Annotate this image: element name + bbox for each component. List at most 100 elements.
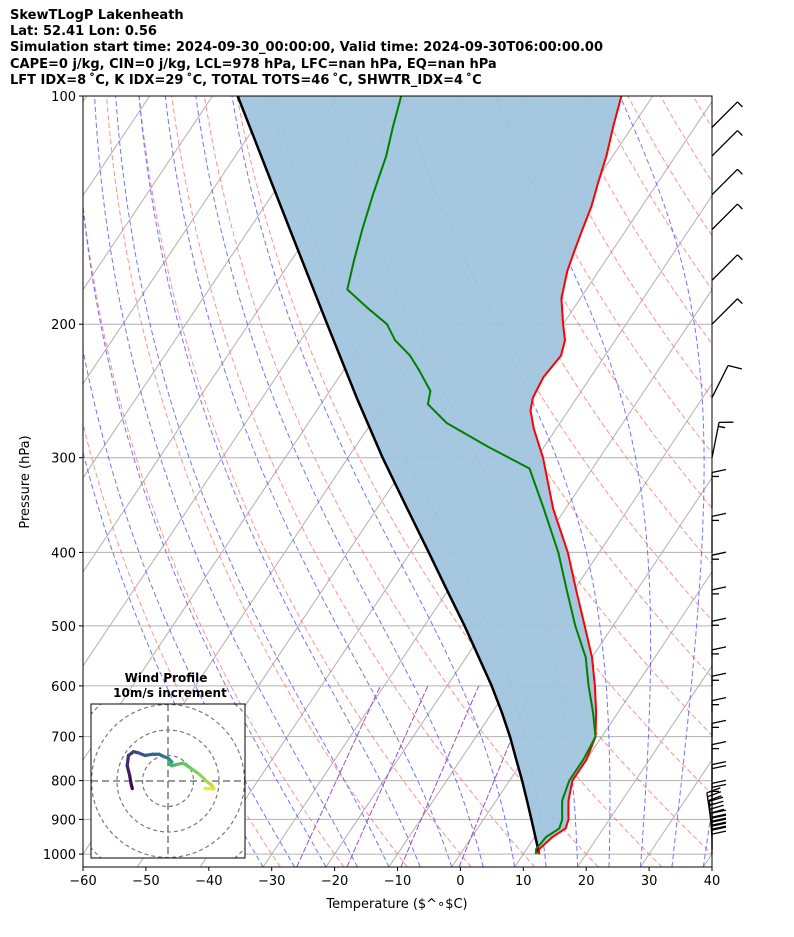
wind-barb-shaft — [711, 130, 738, 157]
wind-barb-shaft — [711, 203, 738, 230]
isotherm-line — [388, 382, 712, 867]
x-tick-label: 30 — [641, 874, 658, 889]
wind-barb — [711, 512, 727, 553]
wind-barb — [711, 719, 727, 760]
hodograph: Wind Profile 10m/s increment — [90, 671, 246, 859]
y-tick-label: 700 — [51, 731, 76, 746]
wind-barb-flag — [711, 822, 727, 827]
wind-barb — [706, 787, 722, 829]
wind-barb-flag — [711, 830, 727, 835]
moist-adiabat-line — [94, 96, 358, 867]
moist-adiabat-line — [702, 804, 712, 867]
wind-barb-flag — [711, 814, 727, 819]
wind-barb-flag — [711, 617, 727, 622]
wind-barb-flag — [711, 760, 727, 766]
dry-adiabat-line — [399, 96, 712, 621]
wind-barb — [711, 697, 727, 737]
dry-adiabat-line — [758, 96, 794, 867]
dry-adiabat-line — [562, 96, 712, 345]
header-station: SkewTLogP Lakenheath — [10, 8, 184, 23]
wind-barb-half-flag — [736, 130, 743, 136]
dry-adiabat-line — [627, 96, 712, 237]
wind-barb — [711, 672, 727, 713]
isotherm-line — [83, 96, 339, 479]
wind-barb-flag — [706, 787, 721, 794]
wind-barb-flag — [711, 697, 727, 702]
dry-adiabat-line — [464, 96, 712, 509]
y-tick-label: 500 — [51, 620, 76, 635]
mixing-ratio-line — [400, 685, 480, 867]
dry-adiabat-line — [106, 96, 408, 867]
y-tick-label: 100 — [51, 90, 76, 105]
temperature-profile-line — [529, 96, 623, 855]
hodograph-segment — [125, 764, 132, 778]
parcel-profile-line — [236, 96, 541, 855]
y-tick-label: 900 — [51, 813, 76, 828]
wind-barb-shaft — [711, 422, 720, 458]
isotherm-line — [325, 288, 712, 867]
y-axis-label: Pressure (hPa) — [18, 435, 33, 528]
moist-adiabat-line — [619, 96, 705, 867]
isotherm-line — [514, 570, 712, 867]
mixing-ratio-line — [346, 685, 429, 867]
header-indices-2: LFT IDX=8 ˚C, K IDX=29 ˚C, TOTAL TOTS=46… — [10, 72, 482, 88]
wind-barb-shaft — [706, 792, 713, 829]
dry-adiabat-line — [594, 96, 712, 291]
wind-barb-flag — [711, 818, 727, 823]
wind-barb-flag — [711, 719, 727, 725]
y-tick-label: 200 — [51, 318, 76, 333]
y-tick-label: 1000 — [43, 848, 76, 863]
wind-barb-flag — [711, 817, 727, 822]
wind-barb — [711, 468, 727, 509]
dry-adiabat-line — [726, 96, 794, 867]
y-tick-label: 600 — [51, 680, 76, 695]
y-tick-label: 800 — [51, 775, 76, 790]
wind-barb-half-flag — [736, 298, 743, 305]
x-tick-label: −30 — [258, 874, 285, 889]
moist-adiabat-line — [164, 96, 453, 867]
isotherm-line — [577, 665, 712, 867]
wind-barb-half-flag — [718, 425, 726, 429]
wind-barb — [711, 254, 743, 281]
dry-adiabat-line — [83, 422, 281, 867]
wind-barb-flag — [711, 646, 727, 651]
wind-barb-shaft — [711, 298, 738, 325]
wind-barb-flag — [711, 821, 727, 826]
wind-barb — [711, 617, 727, 658]
dry-adiabat-line — [659, 96, 712, 183]
cin-shaded-area — [237, 96, 622, 855]
wind-barb-flag — [711, 779, 727, 785]
dry-adiabat-line — [236, 96, 663, 867]
x-tick-label: 20 — [578, 874, 595, 889]
wind-barb-half-flag — [736, 254, 743, 261]
wind-barb — [711, 101, 743, 128]
wind-barb-flag — [711, 764, 727, 770]
wind-barb — [711, 168, 743, 196]
wind-barb — [711, 421, 734, 458]
isotherm-line — [640, 759, 712, 867]
axes: −60 −50 −40 −30 −20 −10 0 10 20 30 40 1000 900 800 700… — [43, 90, 720, 889]
wind-barb-flag — [711, 813, 727, 818]
dry-adiabat-line — [692, 96, 712, 129]
dry-adiabat-line — [334, 96, 712, 737]
wind-barb-half-flag — [736, 203, 743, 210]
wind-barb — [711, 130, 743, 157]
hodograph-title: Wind Profile — [125, 671, 208, 685]
wind-barb-shaft — [711, 254, 738, 281]
hodograph-segment — [125, 753, 131, 768]
chart-header: SkewTLogP Lakenheath Lat: 52.41 Lon: 0.5… — [10, 8, 603, 89]
wind-barb-flag — [711, 468, 727, 474]
wind-barb-flag — [707, 791, 722, 798]
wind-barb-flag — [711, 783, 727, 789]
wind-barb-flag — [711, 512, 727, 518]
header-times: Simulation start time: 2024-09-30_00:00:… — [10, 40, 603, 56]
wind-barb-shaft — [711, 101, 738, 128]
wind-barb — [711, 740, 727, 781]
wind-barb-flag — [711, 826, 727, 831]
plot-area — [83, 96, 794, 867]
wind-barb-flag — [711, 551, 727, 556]
moist-adiabat-line — [195, 96, 484, 867]
hodograph-frame — [90, 703, 246, 859]
x-tick-label: 0 — [456, 874, 464, 889]
